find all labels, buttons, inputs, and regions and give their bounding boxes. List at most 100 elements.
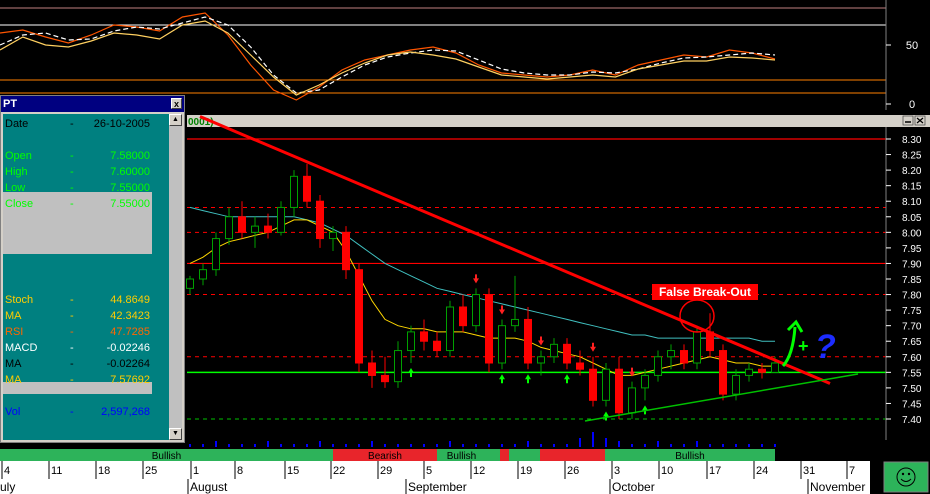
- date-tick-label: 22: [333, 465, 345, 477]
- sell-signal-arrow: [499, 305, 505, 315]
- price-tick-label: 7.65: [902, 337, 922, 348]
- info-row-value: 7.57692: [110, 374, 150, 386]
- candle-body: [472, 294, 480, 327]
- candle-body: [303, 175, 311, 202]
- info-row-low: Low - 7.55000: [3, 181, 169, 196]
- candle-body: [602, 368, 610, 401]
- candle: [654, 350, 662, 382]
- volume-bar: [306, 444, 308, 447]
- info-panel-title-bar[interactable]: PT x: [1, 96, 184, 112]
- close-icon[interactable]: [914, 115, 926, 126]
- buy-signal-arrow: [499, 374, 505, 384]
- candle: [342, 226, 350, 279]
- buy-signal-arrow: [408, 368, 414, 377]
- candle-body: [342, 231, 350, 271]
- price-tick-label: 8.05: [902, 213, 922, 224]
- info-row-dash: -: [70, 358, 74, 370]
- volume-bar: [592, 432, 594, 447]
- volume-bar: [410, 444, 412, 447]
- buy-signal-arrow: [564, 374, 570, 384]
- volume-bar: [488, 444, 490, 447]
- ma-slow-line: [189, 206, 775, 342]
- month-label: September: [408, 480, 467, 494]
- volume-bar: [189, 444, 191, 447]
- candle-body: [693, 331, 701, 364]
- month-label: October: [612, 480, 655, 494]
- volume-bar: [358, 444, 360, 447]
- candle-body: [641, 374, 649, 389]
- volume-bar: [566, 444, 568, 447]
- candle: [225, 207, 233, 245]
- volume-bar: [605, 438, 607, 447]
- candle-body: [433, 340, 441, 352]
- candle: [615, 356, 623, 419]
- false-breakout-label: False Break-Out: [659, 285, 751, 299]
- volume-bar: [267, 441, 269, 447]
- date-tick-label: 10: [661, 465, 673, 477]
- candle-body: [563, 343, 571, 364]
- candle: [680, 344, 688, 370]
- candle: [277, 201, 285, 236]
- panel-close-button[interactable]: x: [171, 98, 182, 109]
- candle: [446, 300, 454, 357]
- info-row-dash: -: [70, 198, 74, 210]
- projection-arrowhead: [786, 319, 804, 333]
- support-trendline: [584, 373, 859, 422]
- downtrend-line: [199, 115, 831, 385]
- minimize-icon[interactable]: [902, 115, 914, 126]
- candle-body: [589, 368, 597, 401]
- candle: [316, 195, 324, 248]
- volume-bar: [436, 444, 438, 447]
- trend-segment-label: Bearish: [368, 451, 402, 462]
- candle-body: [238, 216, 246, 233]
- trend-segment: [437, 449, 486, 461]
- candle: [498, 319, 506, 370]
- date-tick-label: 29: [380, 465, 392, 477]
- trend-segment: [509, 449, 540, 461]
- trend-segment: [497, 449, 500, 461]
- price-window-title: 0001): [188, 117, 214, 128]
- candle-body: [290, 175, 298, 208]
- candle: [576, 350, 584, 376]
- info-row-value: 26-10-2005: [93, 118, 150, 130]
- info-row-ma: MA - -0.02264: [3, 357, 169, 372]
- info-row-value: 7.58000: [110, 150, 150, 162]
- candle: [589, 356, 597, 407]
- date-tick-label: 3: [614, 465, 620, 477]
- date-tick-label: 26: [567, 465, 579, 477]
- price-tick-label: 7.85: [902, 275, 922, 286]
- candle: [368, 350, 376, 388]
- price-window[interactable]: 0001) 8.30 8.25 8.20 8.15 8.10 8.05 8.00 7.95 7.…: [186, 115, 930, 447]
- candle: [524, 307, 532, 370]
- candle-body: [615, 368, 623, 414]
- candle: [472, 288, 480, 332]
- info-row-label: Vol: [5, 406, 21, 418]
- sell-signal-arrow: [473, 274, 479, 284]
- volume-bar: [748, 444, 750, 447]
- false-breakout-circle: [679, 299, 715, 333]
- scroll-up-button[interactable]: ▲: [169, 114, 182, 126]
- info-row-dash: -: [70, 166, 74, 178]
- price-tick-label: 7.60: [902, 353, 922, 364]
- price-tick-label: 7.90: [902, 259, 922, 270]
- candle-body: [329, 231, 337, 240]
- candle-body: [576, 362, 584, 370]
- candle-body: [771, 362, 779, 373]
- candle-body: [758, 368, 766, 373]
- info-row-value: 42.3423: [110, 310, 150, 322]
- volume-bar: [215, 441, 217, 447]
- candle-body: [511, 318, 519, 327]
- info-row-label: Open: [5, 150, 32, 162]
- info-panel-title: PT: [3, 98, 18, 110]
- price-tick-label: 7.95: [902, 244, 922, 255]
- candle: [251, 216, 259, 248]
- price-tick-label: 7.55: [902, 368, 922, 379]
- volume-bar: [423, 444, 425, 447]
- scroll-down-button[interactable]: ▼: [169, 428, 182, 440]
- info-panel-scrollbar[interactable]: ▲ ▼: [169, 114, 182, 440]
- info-row-label: Date: [5, 118, 29, 130]
- info-row-ma: MA - 42.3423: [3, 309, 169, 324]
- smiley-icon[interactable]: [883, 461, 929, 493]
- info-panel[interactable]: PT x Date - 26-10-2005 Open - 7.58000 High - 7.6…: [0, 95, 185, 443]
- candle: [511, 275, 519, 332]
